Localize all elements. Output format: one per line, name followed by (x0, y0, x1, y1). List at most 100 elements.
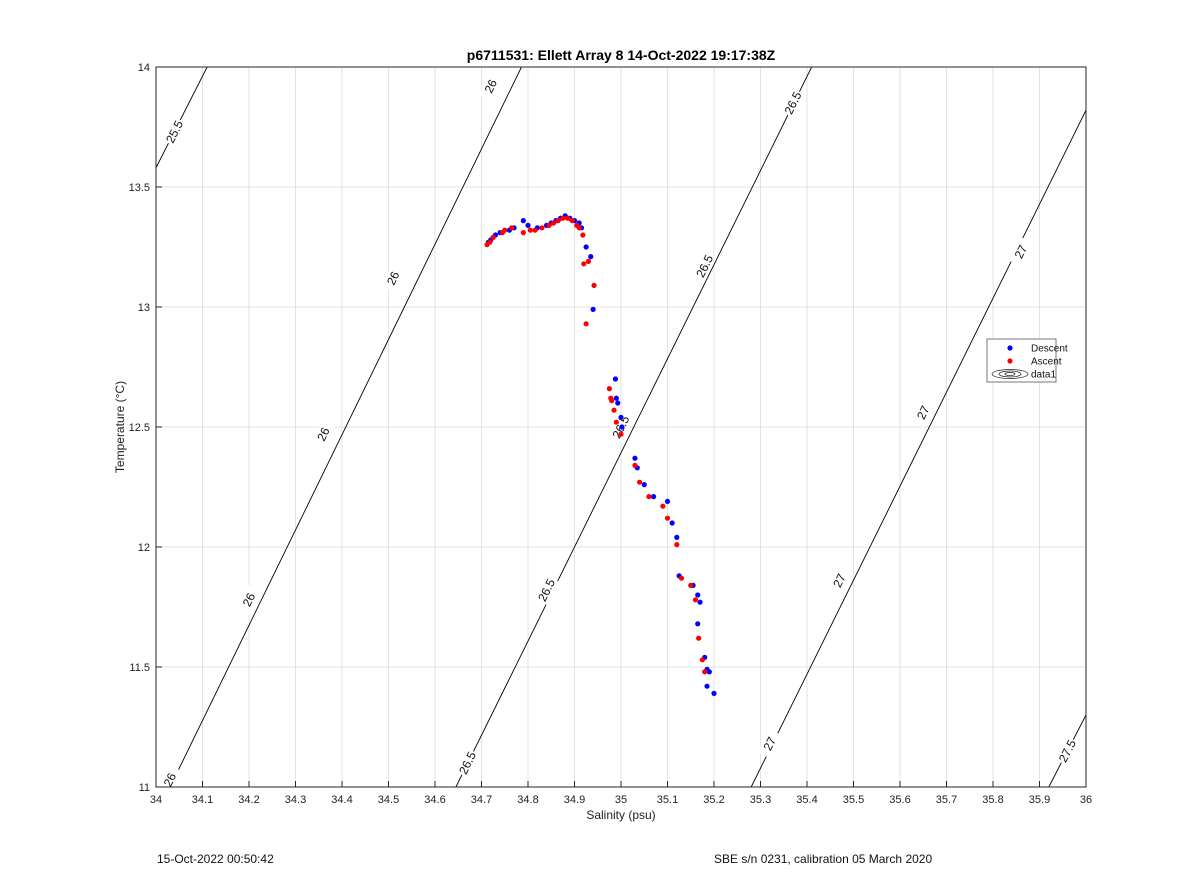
data-point-ascent (692, 597, 699, 603)
data-point-descent (619, 424, 625, 430)
contour-label-bg (911, 397, 936, 428)
x-tick-label: 34.4 (331, 794, 352, 806)
data-points (484, 213, 717, 697)
contour-label: 26 (384, 269, 403, 287)
data-point-ascent (539, 225, 545, 231)
data-point-descent (669, 520, 675, 526)
data-point-descent (525, 222, 531, 228)
data-point-descent (706, 669, 712, 675)
contour-label-group: 26 (311, 419, 336, 449)
x-tick-label: 35.4 (796, 794, 817, 806)
contour-label-group: 27.5 (1055, 736, 1080, 766)
data-point-ascent (646, 494, 652, 500)
legend-marker-descent (1007, 345, 1013, 351)
data-point-descent (704, 683, 710, 689)
contour-label-bg (381, 263, 406, 293)
chart-title: p6711531: Ellett Array 8 14-Oct-2022 19:… (467, 47, 776, 63)
data-point-descent (641, 482, 647, 488)
data-point-ascent (550, 220, 557, 226)
data-point-descent (695, 621, 701, 627)
x-tick-label: 34.1 (192, 794, 213, 806)
contour-line-26 (169, 67, 522, 787)
data-point-ascent (611, 407, 617, 413)
y-axis-label: Temperature (°C) (113, 381, 127, 473)
x-tick-label: 34.9 (564, 794, 585, 806)
data-point-ascent (520, 230, 526, 236)
y-tick-label: 11 (139, 782, 150, 794)
data-point-ascent (606, 386, 612, 392)
data-point-descent (613, 395, 619, 401)
x-tick-label: 35 (615, 794, 627, 806)
data-point-descent (695, 592, 701, 598)
data-point-descent (632, 455, 638, 461)
data-point-ascent (696, 635, 702, 641)
x-tick-label: 35.7 (936, 794, 957, 806)
timestamp-footer: 15-Oct-2022 00:50:42 (157, 852, 274, 866)
legend-marker-ascent (1007, 358, 1013, 364)
data-point-ascent (564, 215, 571, 221)
contour-label: 27 (761, 734, 780, 752)
legend-label-data1: data1 (1031, 370, 1056, 381)
contour-label: 27 (1012, 242, 1031, 260)
contour-label: 27 (830, 571, 849, 589)
contour-label: 27 (914, 403, 933, 421)
contour-label-group: 27 (827, 565, 852, 596)
contour-label-bg (781, 88, 806, 118)
y-tick-label: 12.5 (129, 422, 150, 434)
data-point-descent (674, 534, 680, 541)
contour-label-bg (534, 575, 559, 605)
contour-label-group: 26 (381, 263, 406, 293)
x-tick-label: 34 (150, 794, 162, 806)
contour-label-group: 27 (1008, 237, 1033, 267)
contour-lines (156, 67, 1086, 787)
legend-box (986, 338, 1057, 383)
data-point-descent (520, 218, 526, 224)
instrument-footer: SBE s/n 0231, calibration 05 March 2020 (714, 852, 933, 866)
x-tick-labels: 34 34.1 34.2 34.3 34.4 34.5 34.6 34.7 34.8 34.9 35… (150, 794, 1092, 806)
x-tick-label: 35.3 (750, 794, 771, 806)
data-point-ascent (555, 218, 561, 224)
data-point-descent (612, 376, 619, 382)
contour-line-25-5 (156, 67, 208, 169)
contour-label-bg (311, 419, 336, 449)
x-tick-label: 34.5 (378, 794, 399, 806)
x-tick-label: 34.8 (517, 794, 538, 806)
data-point-ascent (546, 222, 552, 228)
data-point-ascent (502, 227, 508, 233)
contour-line-26-5 (455, 67, 813, 787)
y-tick-label: 11.5 (129, 662, 150, 674)
x-tick-label: 35.9 (1029, 794, 1050, 806)
data-point-ascent (490, 234, 496, 240)
data-point-ascent (632, 462, 638, 468)
y-tick-label: 12 (138, 542, 150, 554)
y-tick-label: 13.5 (129, 182, 150, 194)
contour-label: 26 (314, 425, 333, 443)
data-point-ascent (585, 258, 592, 264)
x-tick-label: 35.8 (982, 794, 1003, 806)
data-point-descent (697, 599, 703, 605)
x-axis-label: Salinity (psu) (586, 808, 655, 822)
data-point-ascent (583, 321, 589, 327)
data-point-ascent (609, 398, 615, 404)
data-point-descent (590, 306, 596, 312)
data-point-ascent (591, 282, 597, 288)
x-tick-label: 36 (1080, 794, 1092, 806)
data-point-descent (583, 244, 589, 250)
contour-label: 26 (482, 77, 501, 95)
contour-label-bg (1008, 237, 1033, 267)
x-tick-label: 34.2 (238, 794, 259, 806)
y-tick-label: 13 (138, 302, 150, 314)
data-point-ascent (678, 575, 685, 581)
data-point-descent (650, 494, 657, 500)
legend-marker-data1 (991, 369, 1029, 379)
contour-label-bg (1055, 736, 1080, 766)
data-point-descent (588, 254, 594, 260)
contour-label-bg (455, 748, 480, 778)
data-point-descent (664, 498, 671, 504)
contour-label-group: 26 (237, 585, 261, 615)
contour-label-group: 27 (911, 397, 936, 428)
data-point-ascent (699, 657, 705, 663)
x-tick-label: 34.3 (285, 794, 306, 806)
data-point-ascent (509, 225, 515, 231)
